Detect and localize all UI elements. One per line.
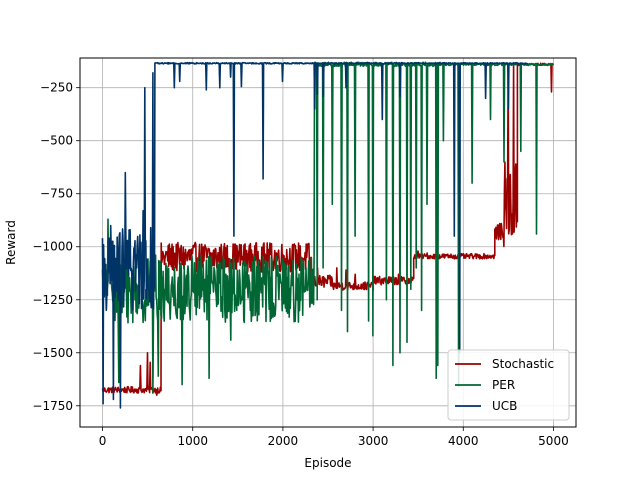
legend-box	[447, 349, 570, 421]
x-tick-label-0: 0	[99, 434, 107, 448]
y-tick-label-5: −500	[40, 134, 73, 148]
x-tick-label-5: 5000	[538, 434, 569, 448]
x-axis: 0 1000 2000 3000 4000 5000	[99, 427, 569, 448]
x-tick-label-1: 1000	[177, 434, 208, 448]
y-axis: −1750 −1500 −1250 −1000 −750 −500 −250	[32, 81, 80, 413]
y-tick-label-3: −1000	[32, 240, 73, 254]
x-tick-label-3: 3000	[358, 434, 389, 448]
plot-frame	[79, 57, 577, 428]
y-tick-label-0: −1750	[32, 399, 73, 413]
x-tick-label-2: 2000	[268, 434, 299, 448]
series-line-stochastic	[101, 62, 554, 396]
y-tick-label-4: −750	[40, 187, 73, 201]
y-axis-title: Reward	[4, 220, 18, 265]
legend-label-per: PER	[492, 378, 515, 392]
y-tick-label-1: −1500	[32, 346, 73, 360]
legend: Stochastic PER UCB	[447, 349, 570, 421]
legend-label-ucb: UCB	[492, 399, 517, 413]
y-tick-label-2: −1250	[32, 293, 73, 307]
grid	[80, 58, 576, 427]
series-lines	[101, 61, 555, 409]
y-tick-label-6: −250	[40, 81, 73, 95]
legend-label-stochastic: Stochastic	[492, 357, 554, 371]
x-axis-title: Episode	[304, 456, 351, 470]
x-tick-label-4: 4000	[448, 434, 479, 448]
series-line-ucb	[101, 61, 529, 409]
